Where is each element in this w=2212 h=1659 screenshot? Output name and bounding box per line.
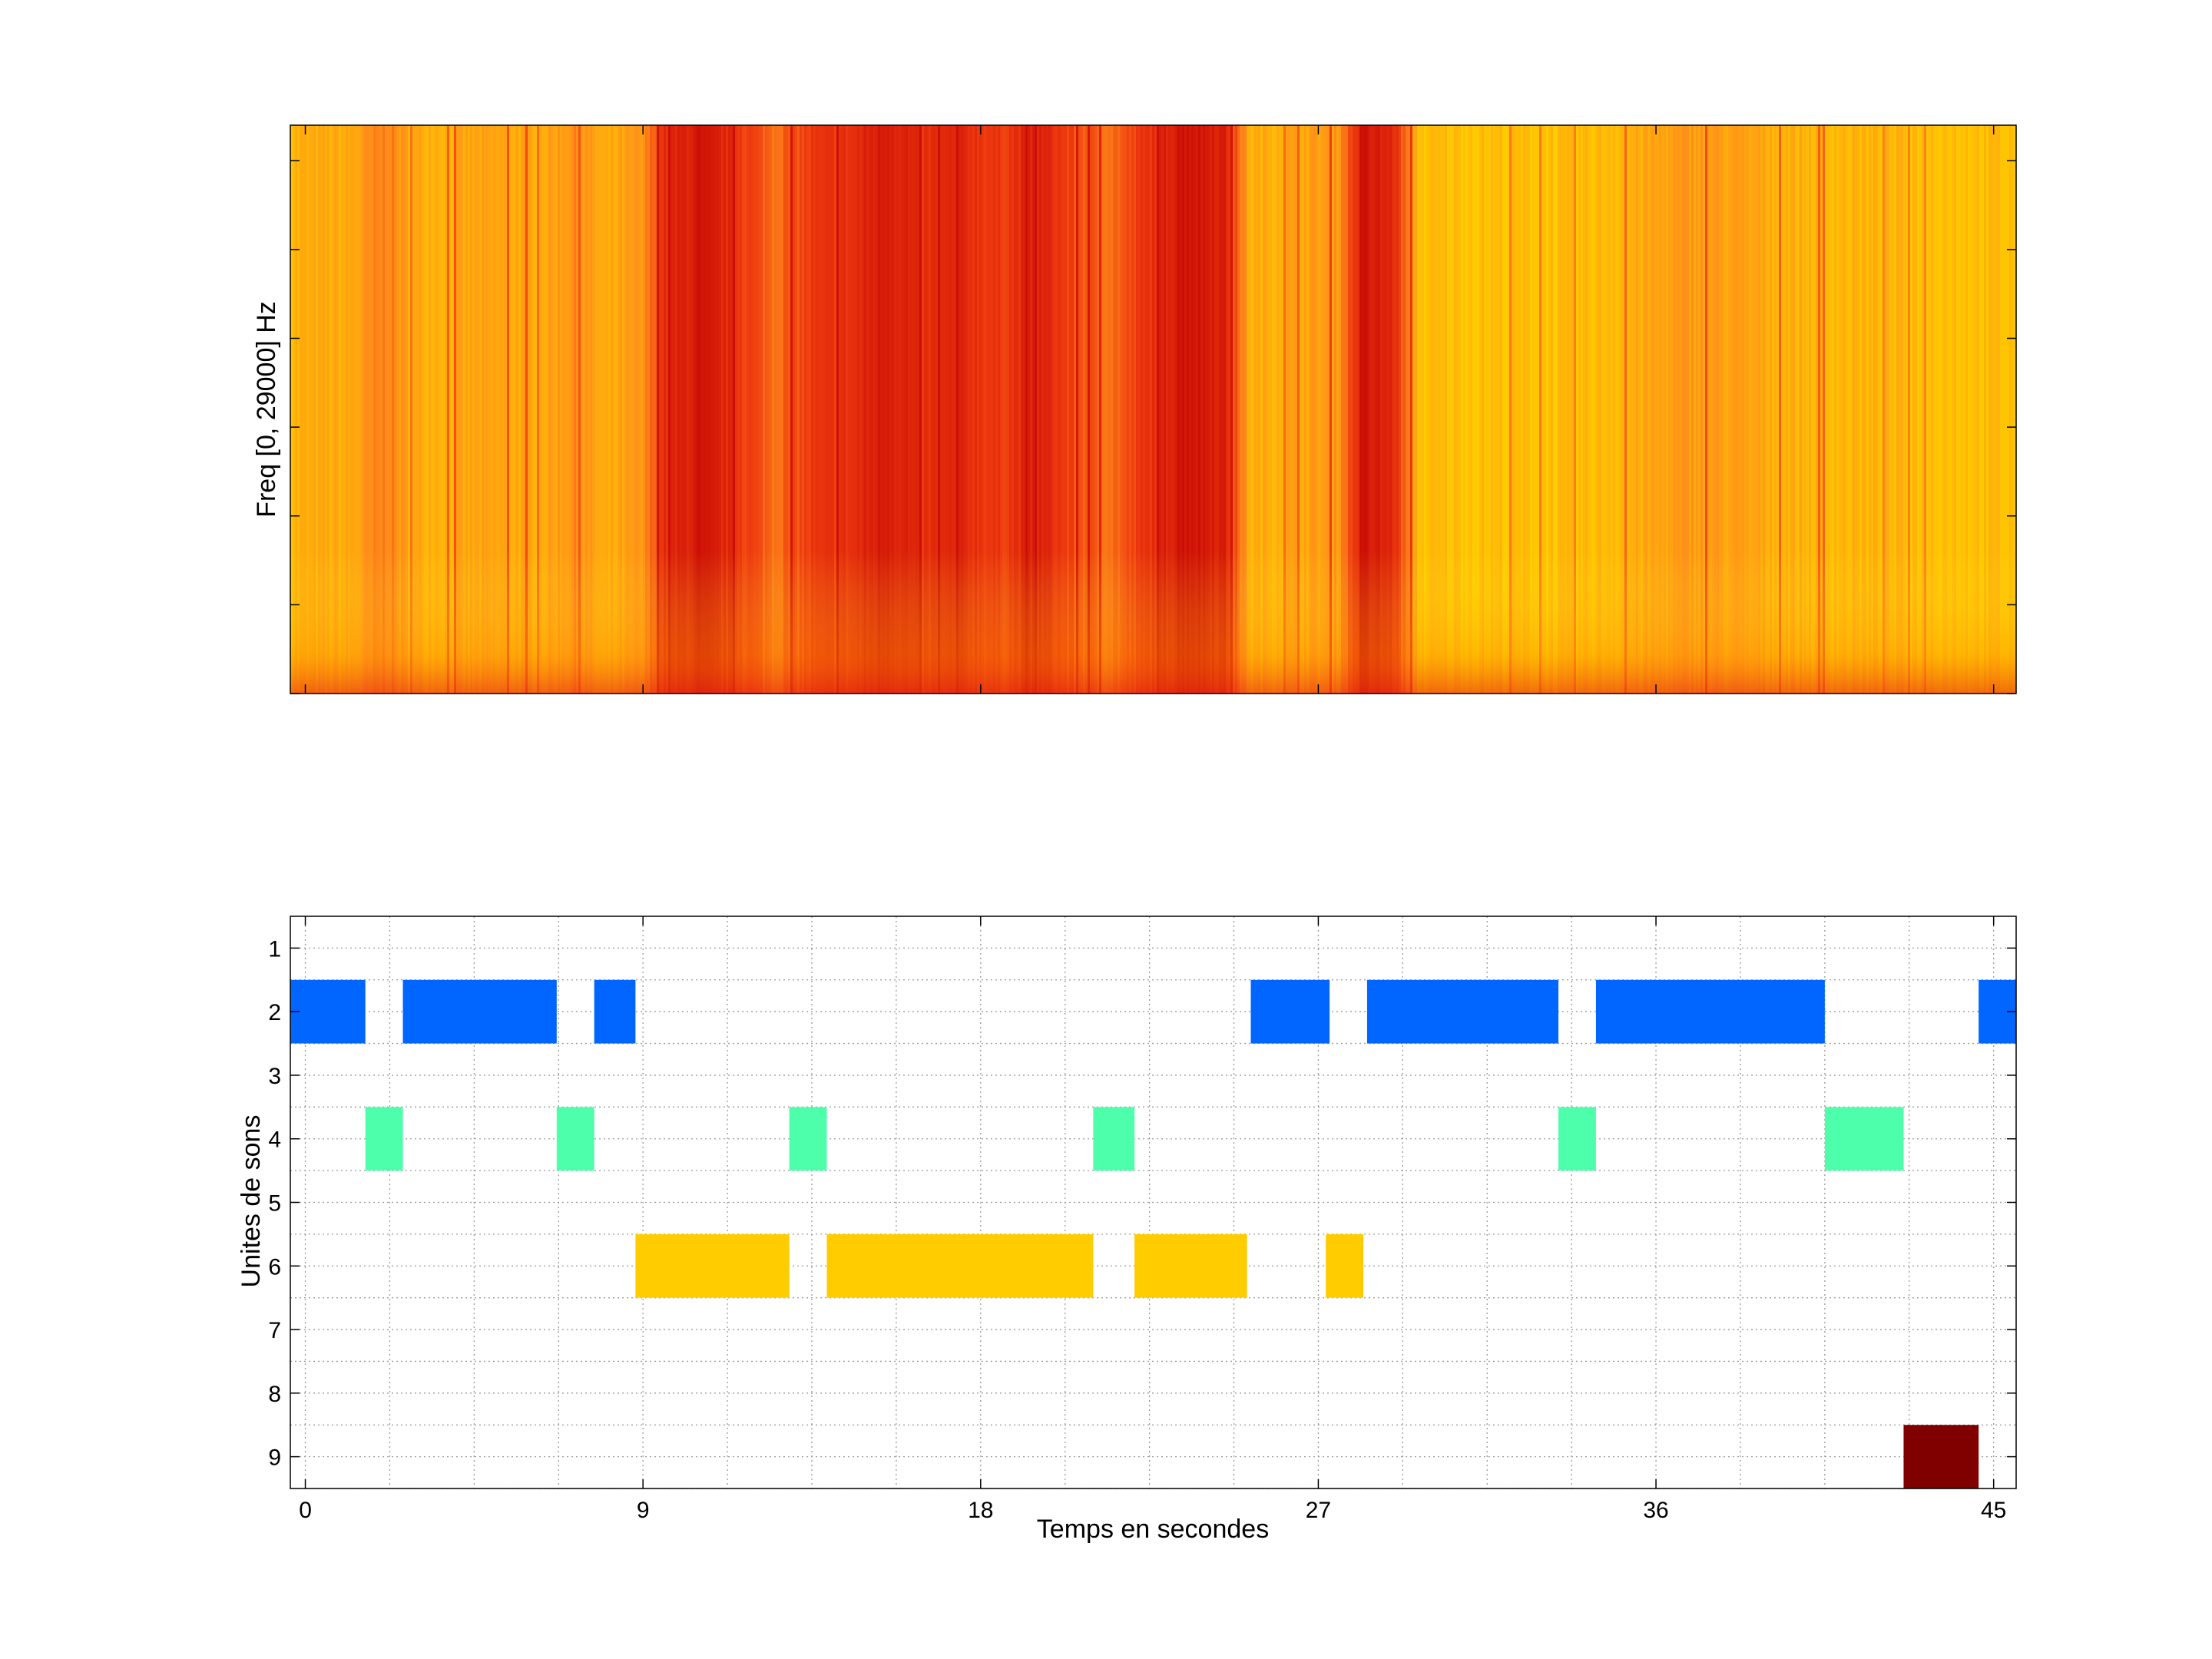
unit-2-segment: [402, 979, 557, 1044]
unit-2-segment: [290, 979, 366, 1044]
spectrogram-panel: Freq [0, 29000] Hz: [252, 124, 2017, 694]
spectrogram-axes: [290, 124, 2017, 694]
units-x-tick-label: 18: [968, 1498, 993, 1523]
units-y-label: Unites de sons: [237, 1115, 266, 1288]
units-y-tick-label: 3: [268, 1064, 281, 1089]
unit-2-segment: [594, 979, 636, 1044]
units-x-tick-label: 27: [1306, 1498, 1331, 1523]
units-bars: [290, 979, 2016, 1488]
units-y-tick-label: 1: [268, 936, 281, 962]
units-y-tick-label: 5: [268, 1191, 281, 1217]
unit-4-segment: [789, 1107, 827, 1171]
units-y-tick-label: 8: [268, 1382, 281, 1407]
unit-4-segment: [365, 1107, 403, 1171]
units-y-tick-label: 7: [268, 1318, 281, 1343]
units-x-tick-label: 0: [299, 1498, 312, 1523]
unit-4-segment: [1824, 1107, 1904, 1171]
unit-2-segment: [1250, 979, 1330, 1044]
units-x-label: Temps en secondes: [1037, 1515, 1269, 1544]
unit-6-segment: [635, 1233, 790, 1298]
unit-4-segment: [556, 1107, 594, 1171]
units-y-tick-label: 6: [268, 1254, 281, 1280]
units-y-tick-label: 9: [268, 1445, 281, 1471]
unit-6-segment: [1134, 1233, 1247, 1298]
spectrogram-frame: [290, 124, 2017, 694]
unit-2-segment: [1595, 979, 1825, 1044]
units-x-tick-label: 9: [637, 1498, 650, 1523]
unit-6-segment: [826, 1233, 1094, 1298]
units-x-tick-label: 45: [1981, 1498, 2006, 1523]
units-x-tick-label: 36: [1643, 1498, 1668, 1523]
unit-4-segment: [1558, 1107, 1596, 1171]
units-y-tick-label: 2: [268, 1000, 281, 1025]
unit-9-segment: [1903, 1425, 1979, 1488]
unit-6-segment: [1326, 1233, 1364, 1298]
spectrogram-y-label: Freq [0, 29000] Hz: [252, 301, 281, 518]
unit-4-segment: [1093, 1107, 1135, 1171]
unit-2-segment: [1366, 979, 1559, 1044]
units-y-tick-label: 4: [268, 1128, 281, 1153]
